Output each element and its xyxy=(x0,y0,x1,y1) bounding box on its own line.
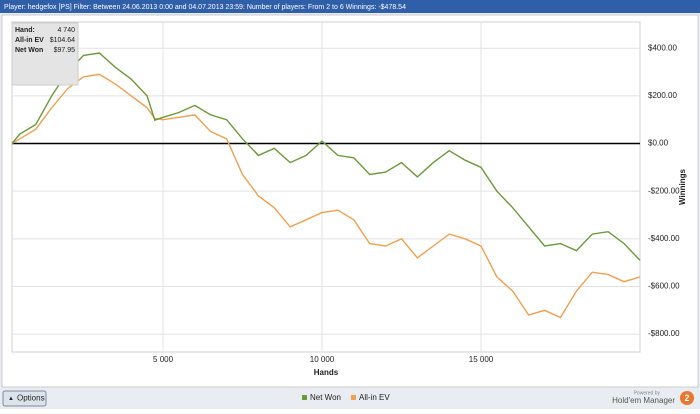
options-button[interactable] xyxy=(2,390,47,407)
lines xyxy=(11,52,641,319)
info-value: $97.95 xyxy=(54,47,76,54)
x-axis-label: Hands xyxy=(314,368,339,377)
info-label: All-in EV xyxy=(15,37,44,44)
legend: Net Won All-in EV xyxy=(302,393,390,402)
info-value: 4 740 xyxy=(57,27,75,34)
legend-label: Net Won xyxy=(310,393,341,402)
info-value: $104.64 xyxy=(50,37,75,44)
brand-badge-text: 2 xyxy=(684,393,689,403)
y-tick-label: -$600.00 xyxy=(648,282,680,291)
x-tick-label: 5 000 xyxy=(153,355,174,364)
y-tick-label: -$200.00 xyxy=(648,186,680,195)
powered-by: Powered by xyxy=(634,390,661,396)
y-tick-label: $200.00 xyxy=(648,91,677,100)
x-tick-label: 15 000 xyxy=(469,355,494,364)
brand-badge xyxy=(680,391,694,405)
y-tick-label: $0.00 xyxy=(648,139,669,148)
brand: Hold'em Manager xyxy=(612,396,675,405)
x-tick-label: 10 000 xyxy=(310,355,335,364)
info-box xyxy=(11,22,79,86)
legend-swatch xyxy=(350,395,356,400)
header-text: Player: hedgefox [PS] Filter: Between 24… xyxy=(4,4,406,11)
grid xyxy=(12,22,640,352)
info: Hand: 4 740 All-in EV $104.64 Net Won $97.95 xyxy=(15,27,75,54)
plot-area xyxy=(11,21,641,353)
y-tick-label: -$800.00 xyxy=(648,329,680,338)
info-label: Net Won xyxy=(15,47,43,54)
header-bar xyxy=(0,0,700,13)
legend-label: All-in EV xyxy=(359,393,390,402)
legend-swatch xyxy=(302,395,307,400)
series-line xyxy=(11,73,641,319)
y-tick-label: $400.00 xyxy=(648,43,677,52)
y-tick-label: -$400.00 xyxy=(648,234,680,243)
button-icon: ▲ xyxy=(8,396,14,402)
y-axis-label: Winnings xyxy=(678,168,687,204)
series-line xyxy=(11,52,641,261)
button-label[interactable]: Options xyxy=(17,394,45,403)
info-label: Hand: xyxy=(15,27,35,34)
